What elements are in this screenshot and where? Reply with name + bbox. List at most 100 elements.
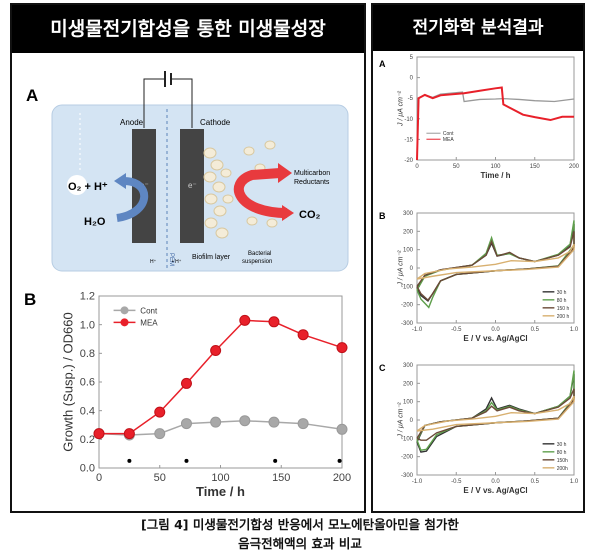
y-tick-label: -100: [401, 436, 414, 442]
legend-label: 80 h: [557, 450, 567, 456]
legend-marker: [120, 306, 129, 315]
x-tick-label: -1.0: [412, 327, 423, 333]
right-panel: 전기화학 분석결과 A B C 0 50 100 150 200 5 0 -5 -10 -15 -2…: [371, 3, 585, 513]
x-tick-label: -1.0: [412, 479, 423, 485]
y-tick-label: 0.8: [80, 348, 95, 360]
x-tick-label: 0.0: [491, 327, 500, 333]
cv-curve: [416, 231, 575, 302]
x-tick-label: -0.5: [451, 479, 462, 485]
cv-curve: [416, 243, 575, 280]
y-tick-label: 0: [410, 76, 414, 82]
x-tick-label: 150: [530, 164, 541, 170]
legend-label: MEA: [140, 318, 158, 327]
microbial-electrosynthesis-diagram: A Anode Cathode e⁻ e⁻ PEM O₂ + H⁺ H₂O Mu…: [24, 71, 352, 499]
oxygen-bubble: [67, 175, 87, 195]
y-tick-label: 0: [410, 418, 414, 424]
y-tick-label: 0.6: [80, 377, 95, 389]
pem-label: PEM: [168, 253, 174, 266]
legend-label: Cont: [443, 131, 454, 137]
proton-left-label: H⁺: [150, 259, 157, 265]
arrow-head-icon: [114, 173, 126, 189]
x-axis-label: E / V vs. Ag/AgCl: [463, 486, 527, 495]
proton-right-label: • H⁺: [172, 259, 182, 265]
y-tick-label: -5: [408, 96, 414, 102]
figure-caption: [그림 4] 미생물전기합성 반응에서 모노에탄올아민을 첨가한 음극전해액의 …: [0, 515, 600, 553]
data-point: [297, 329, 309, 341]
cv-curve: [416, 395, 575, 432]
cv-chart-b: -1.0 -0.5 0.0 0.5 1.0 300 200 100 0 -100 -200 -300 E…: [398, 211, 579, 343]
x-tick-label: 200: [333, 472, 351, 484]
data-point: [239, 415, 251, 427]
legend-label: 80 h: [557, 298, 567, 304]
x-tick-label: 0.0: [491, 479, 500, 485]
arrow-head-icon: [278, 163, 292, 183]
legend-label: 30 h: [557, 442, 567, 448]
cv-curve: [416, 374, 575, 453]
y-axis-label: J / μA cm⁻²: [398, 250, 405, 287]
circuit-wire: [143, 78, 193, 128]
data-point: [154, 406, 166, 418]
x-axis-label: Time / h: [196, 484, 245, 499]
y-tick-label: 100: [403, 400, 414, 406]
series-line-mea: [416, 86, 574, 161]
y-tick-label: -300: [401, 473, 414, 479]
y-axis-label: Growth (Susp.) / OD660: [61, 312, 76, 451]
y-tick-label: 300: [403, 211, 414, 217]
data-point: [268, 416, 280, 428]
legend-label: 200 h: [557, 314, 570, 320]
y-tick-label: 100: [403, 248, 414, 254]
x-tick-label: 0: [96, 472, 102, 484]
legend-marker: [120, 318, 129, 327]
data-point: [336, 342, 348, 354]
y-tick-label: -15: [404, 137, 413, 143]
x-axis-label: E / V vs. Ag/AgCl: [463, 334, 527, 343]
y-tick-label: 0.2: [80, 434, 95, 446]
x-tick-label: 1.0: [570, 327, 579, 333]
y-tick-label: -200: [401, 303, 414, 309]
x-tick-label: 50: [453, 164, 460, 170]
arrow-head-icon: [282, 205, 294, 221]
x-tick-label: -0.5: [451, 327, 462, 333]
x-tick-label: 0.5: [531, 327, 540, 333]
legend-label: 150 h: [557, 306, 570, 312]
data-point: [154, 428, 166, 440]
cv-chart-c: -1.0 -0.5 0.0 0.5 1.0 300 200 100 0 -100 -200 -300 E…: [398, 363, 579, 495]
caption-line-2: 음극전해액의 효과 비교: [238, 536, 362, 551]
y-tick-label: -200: [401, 455, 414, 461]
data-point: [180, 418, 192, 430]
data-point: [336, 423, 348, 435]
growth-chart: 0 50 100 150 200 0.0 0.2 0.4 0.6 0.8 1.0 1.2 Time / …: [61, 291, 352, 499]
y-axis-label: J / μA cm⁻²: [398, 402, 405, 439]
cathode-electron: e⁻: [188, 181, 197, 190]
oxygen-proton-label: O₂ + H⁺: [68, 181, 108, 193]
products-label-2: Reductants: [294, 179, 330, 186]
legend-label: Cont: [140, 306, 158, 315]
y-tick-label: 0.0: [80, 463, 95, 475]
cv-curve: [416, 223, 575, 303]
significance-marker: [337, 458, 342, 463]
panel-label-c: C: [379, 363, 386, 373]
significance-marker: [127, 458, 132, 463]
y-tick-label: -300: [401, 321, 414, 327]
panel-label-a: A: [26, 86, 38, 105]
y-tick-label: 1.0: [80, 319, 95, 331]
power-source-icon: [164, 71, 172, 87]
panel-label-b: B: [24, 290, 36, 309]
y-tick-label: -20: [404, 158, 413, 164]
y-tick-label: 300: [403, 363, 414, 369]
data-point: [180, 377, 192, 389]
x-tick-label: 50: [154, 472, 166, 484]
significance-marker: [184, 458, 189, 463]
co2-reduction-arrow: [233, 168, 288, 218]
y-tick-label: -100: [401, 284, 414, 290]
y-tick-label: 0: [410, 266, 414, 272]
biofilm-layer-label: Biofilm layer: [192, 254, 231, 261]
data-point: [297, 418, 309, 430]
caption-line-1: [그림 4] 미생물전기합성 반응에서 모노에탄올아민을 첨가한: [141, 517, 459, 532]
co2-label: CO₂: [299, 209, 321, 221]
cathode-electrode: [180, 129, 204, 243]
cathode-label: Cathode: [200, 118, 231, 127]
y-tick-label: 1.2: [80, 291, 95, 303]
